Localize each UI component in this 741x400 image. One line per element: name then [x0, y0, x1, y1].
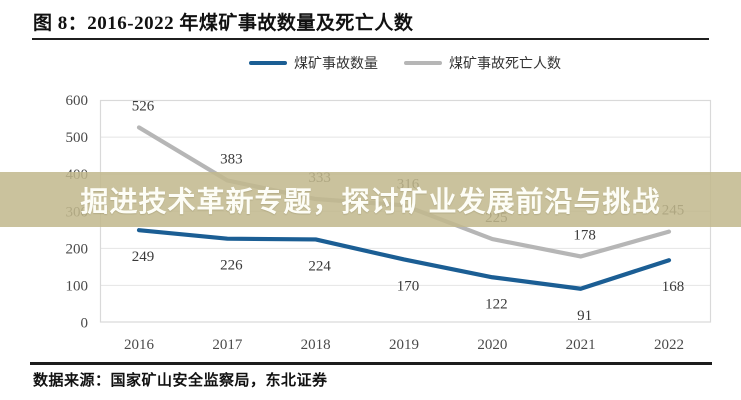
- data-label: 224: [308, 258, 331, 274]
- data-label: 383: [220, 151, 243, 167]
- x-tick-label: 2017: [212, 337, 243, 353]
- data-label: 91: [577, 308, 592, 324]
- y-tick-label: 200: [66, 241, 89, 257]
- data-label: 249: [132, 249, 155, 265]
- y-tick-label: 600: [66, 93, 89, 109]
- data-label: 178: [573, 227, 596, 243]
- data-label: 226: [220, 258, 243, 274]
- chart-legend: 煤矿事故数量 煤矿事故死亡人数: [100, 53, 710, 73]
- legend-label-deaths: 煤矿事故死亡人数: [449, 57, 561, 72]
- x-tick-label: 2022: [654, 337, 684, 353]
- overlay-banner: 掘进技术革新专题，探讨矿业发展前沿与挑战: [0, 172, 741, 227]
- deaths-line-swatch: [404, 61, 442, 65]
- y-tick-label: 100: [66, 278, 89, 294]
- x-tick-label: 2019: [389, 337, 419, 353]
- accidents-line-swatch: [249, 61, 287, 65]
- series-line-accidents: [136, 228, 672, 291]
- footer-divider: [30, 362, 712, 365]
- y-tick-label: 500: [66, 130, 89, 146]
- data-source-text: 数据来源：国家矿山安全监察局，东北证券: [33, 373, 328, 389]
- legend-label-accidents: 煤矿事故数量: [294, 57, 378, 72]
- figure-title: 图 8：2016-2022 年煤矿事故数量及死亡人数: [33, 13, 414, 34]
- overlay-banner-text: 掘进技术革新专题，探讨矿业发展前沿与挑战: [80, 185, 661, 217]
- data-label: 122: [485, 296, 508, 312]
- title-underline: [32, 38, 709, 40]
- y-tick-label: 0: [81, 316, 89, 332]
- legend-item-deaths: 煤矿事故死亡人数: [404, 53, 561, 73]
- legend-item-accidents: 煤矿事故数量: [249, 53, 378, 73]
- x-tick-label: 2021: [566, 337, 596, 353]
- x-tick-label: 2018: [301, 337, 331, 353]
- data-label: 526: [132, 98, 155, 114]
- data-label: 168: [662, 279, 685, 295]
- data-label: 170: [397, 278, 420, 294]
- x-tick-label: 2020: [477, 337, 507, 353]
- x-tick-label: 2016: [124, 337, 155, 353]
